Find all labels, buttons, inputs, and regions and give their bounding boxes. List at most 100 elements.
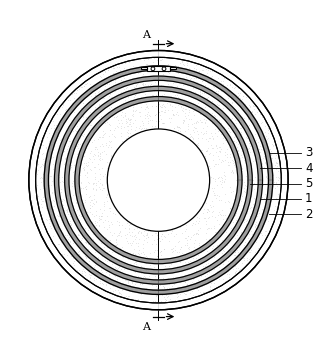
Point <box>225 284 231 290</box>
Point <box>213 80 219 86</box>
Point <box>32 192 38 198</box>
Point <box>71 183 76 189</box>
Point <box>93 187 99 192</box>
Point <box>128 123 134 129</box>
Point <box>71 219 76 224</box>
Point <box>64 199 70 204</box>
Point <box>150 73 156 79</box>
Point <box>43 206 49 211</box>
Point <box>79 114 85 119</box>
Point <box>235 279 240 284</box>
Point <box>270 141 275 147</box>
Point <box>199 259 205 265</box>
Point <box>210 244 216 249</box>
Point <box>127 293 132 299</box>
Point <box>165 100 170 106</box>
Point <box>221 78 226 84</box>
Point <box>118 89 124 95</box>
Point <box>120 287 125 293</box>
Point <box>216 88 221 94</box>
Point <box>87 110 92 115</box>
Point <box>66 189 71 194</box>
Point <box>240 271 245 277</box>
Point <box>211 121 216 127</box>
Point <box>197 296 203 302</box>
Point <box>84 138 90 144</box>
Point <box>71 251 76 257</box>
Point <box>187 68 193 74</box>
Point <box>201 289 206 295</box>
Point <box>55 214 60 219</box>
Point <box>119 71 124 77</box>
Point <box>45 168 50 173</box>
Point <box>193 81 199 87</box>
Point <box>236 192 241 198</box>
Point <box>100 135 105 140</box>
Point <box>209 68 214 74</box>
Point <box>124 85 129 91</box>
Point <box>60 236 66 242</box>
Point <box>231 138 236 144</box>
Point <box>199 105 205 111</box>
Point <box>234 272 240 278</box>
Point <box>276 142 281 148</box>
Point <box>138 124 143 129</box>
Point <box>265 127 271 133</box>
Point <box>242 266 247 272</box>
Point <box>242 143 247 148</box>
Point <box>182 110 187 116</box>
Point <box>260 146 265 151</box>
Point <box>76 248 81 253</box>
Point <box>161 93 167 98</box>
Point <box>102 234 107 240</box>
Point <box>150 54 156 59</box>
Point <box>29 150 34 155</box>
Point <box>28 185 33 190</box>
Point <box>163 298 168 304</box>
Point <box>29 176 34 181</box>
Point <box>125 94 131 100</box>
Point <box>270 229 275 235</box>
Point <box>126 225 132 231</box>
Point <box>147 288 152 294</box>
Point <box>172 93 177 98</box>
Point <box>58 93 64 99</box>
Point <box>53 130 59 135</box>
Point <box>216 82 221 88</box>
Point <box>101 224 107 230</box>
Point <box>250 103 256 109</box>
Point <box>145 235 151 240</box>
Point <box>77 179 82 185</box>
Point <box>190 136 195 141</box>
Point <box>258 156 264 162</box>
Point <box>66 95 71 100</box>
Point <box>66 154 71 159</box>
Point <box>116 290 121 296</box>
Point <box>221 134 226 139</box>
Point <box>85 218 90 224</box>
Point <box>218 88 223 94</box>
Point <box>218 147 223 152</box>
Point <box>146 255 151 261</box>
Point <box>214 260 220 265</box>
Point <box>152 126 157 131</box>
Point <box>247 131 253 137</box>
Point <box>71 251 77 257</box>
Point <box>174 292 180 297</box>
Point <box>64 146 70 151</box>
Point <box>110 294 115 299</box>
Point <box>125 288 131 293</box>
Point <box>197 117 203 122</box>
Point <box>173 78 178 84</box>
Point <box>188 90 193 95</box>
Point <box>145 109 150 115</box>
Point <box>48 226 53 231</box>
Point <box>253 231 258 237</box>
Point <box>232 148 237 153</box>
Point <box>135 250 140 256</box>
Point <box>78 230 83 235</box>
Point <box>185 61 190 66</box>
Point <box>194 214 200 220</box>
Point <box>282 200 287 206</box>
Point <box>93 220 98 225</box>
